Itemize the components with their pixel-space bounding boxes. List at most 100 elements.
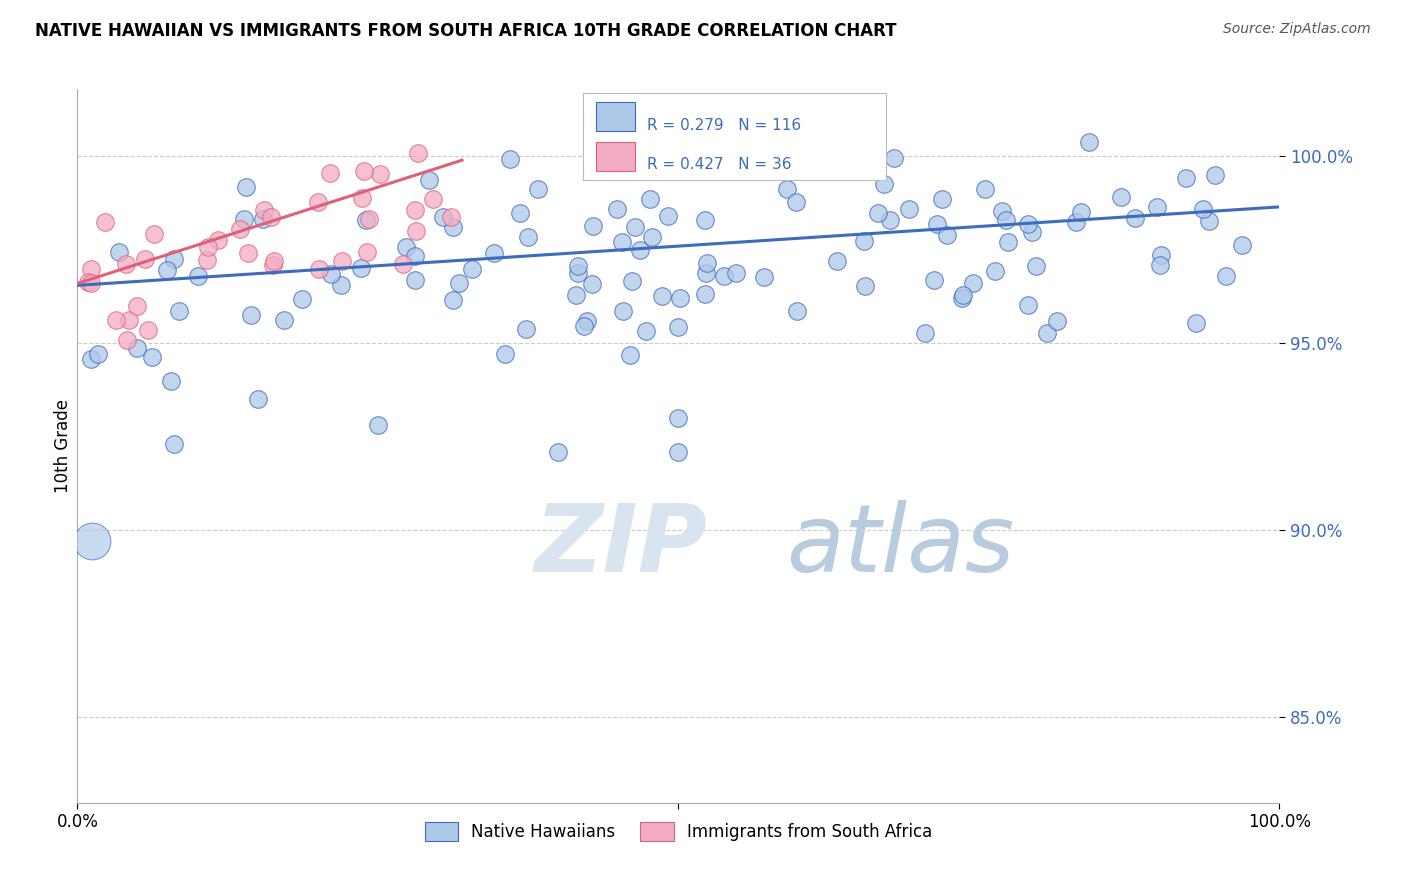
Point: [1017, 218, 1039, 232]
Legend: Native Hawaiians, Immigrants from South Africa: Native Hawaiians, Immigrants from South …: [418, 815, 939, 848]
Point: [1175, 170, 1198, 185]
Point: [127, 341, 149, 355]
Point: [612, 304, 634, 318]
Point: [914, 326, 936, 340]
Point: [356, 244, 378, 259]
Point: [668, 444, 690, 458]
Point: [1017, 298, 1039, 312]
Point: [87, 347, 110, 361]
Point: [156, 263, 179, 277]
Point: [329, 277, 352, 292]
Point: [308, 262, 330, 277]
Point: [509, 206, 531, 220]
Point: [350, 260, 373, 275]
Point: [1230, 238, 1253, 252]
Point: [1184, 317, 1206, 331]
Point: [441, 219, 464, 234]
Point: [785, 194, 807, 209]
Point: [595, 137, 617, 152]
Point: [984, 263, 1007, 277]
Text: ZIP: ZIP: [534, 500, 707, 592]
Point: [1215, 268, 1237, 283]
Point: [565, 288, 588, 302]
Point: [621, 274, 644, 288]
Point: [582, 219, 605, 234]
Point: [1150, 248, 1173, 262]
Point: [657, 209, 679, 223]
Point: [1198, 213, 1220, 227]
Point: [855, 279, 877, 293]
Point: [142, 227, 165, 241]
Point: [405, 224, 427, 238]
Point: [262, 259, 284, 273]
Point: [873, 177, 896, 191]
Point: [752, 269, 775, 284]
Point: [952, 288, 974, 302]
Point: [235, 179, 257, 194]
Point: [263, 254, 285, 268]
Point: [187, 268, 209, 283]
FancyBboxPatch shape: [596, 142, 636, 171]
Point: [581, 277, 603, 292]
Text: atlas: atlas: [786, 500, 1015, 591]
Point: [962, 276, 984, 290]
Point: [628, 243, 651, 257]
Point: [1036, 326, 1059, 341]
Point: [695, 266, 717, 280]
Point: [879, 213, 901, 227]
Point: [253, 202, 276, 217]
Point: [1191, 202, 1213, 217]
Point: [713, 268, 735, 283]
Text: R = 0.279   N = 116: R = 0.279 N = 116: [647, 118, 801, 133]
Point: [118, 313, 141, 327]
Point: [1025, 260, 1047, 274]
Point: [1109, 190, 1132, 204]
Point: [357, 212, 380, 227]
Point: [931, 192, 953, 206]
Point: [494, 347, 516, 361]
Point: [252, 212, 274, 227]
Point: [77, 275, 100, 289]
Point: [350, 191, 373, 205]
Point: [136, 323, 159, 337]
Point: [696, 256, 718, 270]
Point: [392, 257, 415, 271]
Text: Source: ZipAtlas.com: Source: ZipAtlas.com: [1223, 22, 1371, 37]
Point: [825, 253, 848, 268]
Point: [1046, 314, 1069, 328]
Point: [991, 204, 1014, 219]
Point: [1149, 258, 1171, 272]
Point: [236, 245, 259, 260]
Point: [356, 212, 378, 227]
Point: [368, 167, 391, 181]
Point: [94, 215, 117, 229]
Point: [515, 321, 537, 335]
Point: [432, 211, 454, 225]
Point: [1070, 204, 1092, 219]
Point: [852, 235, 875, 249]
Point: [482, 246, 505, 260]
Point: [666, 319, 689, 334]
Point: [638, 192, 661, 206]
Text: NATIVE HAWAIIAN VS IMMIGRANTS FROM SOUTH AFRICA 10TH GRADE CORRELATION CHART: NATIVE HAWAIIAN VS IMMIGRANTS FROM SOUTH…: [35, 22, 897, 40]
Point: [107, 244, 129, 259]
Point: [404, 272, 426, 286]
Point: [406, 145, 429, 160]
Point: [460, 261, 482, 276]
Point: [1066, 214, 1088, 228]
Point: [291, 292, 314, 306]
Point: [273, 313, 295, 327]
Point: [239, 308, 262, 322]
Point: [995, 212, 1018, 227]
Point: [623, 220, 645, 235]
Point: [422, 192, 444, 206]
Point: [167, 304, 190, 318]
Point: [898, 202, 921, 216]
Point: [952, 291, 974, 305]
Point: [162, 437, 184, 451]
Point: [1077, 135, 1099, 149]
Point: [693, 212, 716, 227]
Point: [319, 268, 342, 282]
Point: [547, 444, 569, 458]
Point: [163, 252, 186, 266]
